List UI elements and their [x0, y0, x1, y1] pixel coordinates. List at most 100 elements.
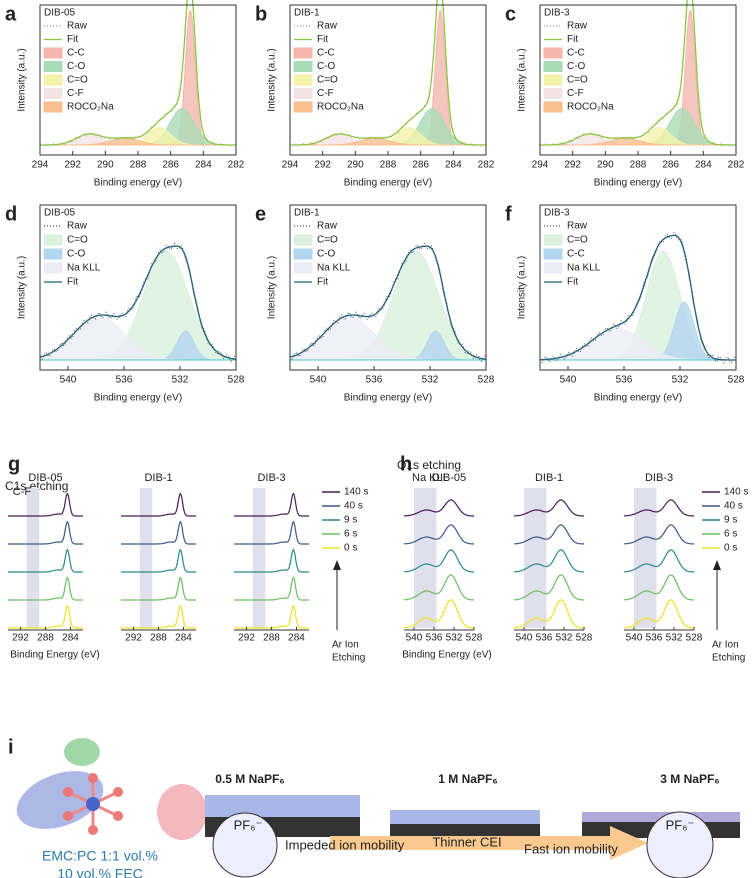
x-tick-label: 294	[532, 160, 549, 171]
x-tick-label: 536	[426, 633, 443, 644]
etching-spectrum	[234, 548, 309, 573]
x-tick-label: 290	[347, 160, 364, 171]
legend-label: C-C	[317, 48, 335, 59]
legend-label: ROCO₂Na	[567, 102, 614, 113]
y-axis-label: Intensity (a.u.)	[517, 48, 528, 111]
x-tick-label: 528	[728, 375, 745, 386]
legend-label: Raw	[567, 221, 588, 232]
x-tick-label: 290	[97, 160, 114, 171]
legend-swatch	[293, 234, 313, 246]
panel-letter: f	[505, 203, 512, 225]
x-tick-label: 540	[60, 375, 77, 386]
legend-label: ROCO₂Na	[67, 102, 114, 113]
x-tick-label: 292	[125, 633, 142, 644]
etching-spectrum	[623, 524, 695, 545]
fit-line	[540, 234, 736, 361]
x-axis-label: Binding energy (eV)	[594, 178, 682, 189]
legend-label: Fit	[567, 277, 578, 288]
panel-letter: i	[8, 736, 14, 758]
x-tick-label: 292	[12, 633, 29, 644]
legend-label: C=O	[67, 235, 88, 246]
sample-label: DIB-05	[28, 472, 62, 484]
panel-title: C1s etching	[5, 479, 68, 493]
etching-spectrum	[8, 604, 83, 629]
legend-swatch	[293, 88, 313, 99]
x-tick-label: 286	[412, 160, 429, 171]
etching-spectrum	[121, 520, 196, 545]
legend-label: 0 s	[344, 543, 357, 554]
legend-swatch	[43, 47, 63, 59]
sample-label: DIB-3	[257, 472, 285, 484]
x-tick-label: 284	[175, 633, 192, 644]
legend-label: Na KLL	[567, 263, 601, 274]
shaded-region	[252, 488, 266, 628]
legend-swatch	[543, 101, 563, 113]
shaded-region	[26, 488, 40, 628]
component-peak	[290, 137, 486, 146]
x-tick-label: 284	[445, 160, 462, 171]
legend-swatch	[543, 234, 563, 246]
etching-spectrum	[8, 548, 83, 573]
plot-frame	[39, 204, 237, 371]
etching-spectrum	[514, 549, 585, 573]
condition-label: 0.5 M NaPF₆	[215, 772, 284, 786]
etching-spectrum	[624, 599, 694, 629]
x-tick-label: 532	[422, 375, 439, 386]
panel-letter: c	[505, 3, 516, 25]
fit-line	[540, 0, 736, 146]
y-axis-label: Intensity (a.u.)	[517, 256, 528, 319]
x-tick-label: 284	[288, 633, 305, 644]
legend-label: C=O	[567, 75, 588, 86]
legend-label: ROCO₂Na	[317, 102, 364, 113]
legend-label: 140 s	[724, 487, 748, 498]
y-axis-label: Intensity (a.u.)	[267, 256, 278, 319]
arrow-label: Ar Ion	[712, 640, 739, 651]
legend-label: 6 s	[344, 529, 357, 540]
legend-label: C=O	[317, 235, 338, 246]
x-tick-label: 288	[130, 160, 147, 171]
arrow-text: Thinner CEI	[432, 834, 501, 849]
legend-label: Raw	[67, 21, 88, 32]
legend-swatch	[43, 262, 63, 274]
sample-label: DIB-05	[432, 472, 466, 484]
legend-swatch	[543, 74, 563, 86]
etching-spectrum	[404, 574, 475, 601]
etching-spectrum	[514, 574, 585, 601]
legend-swatch	[543, 248, 563, 260]
x-tick-label: 288	[37, 633, 54, 644]
condition-label: 1 M NaPF₆	[438, 772, 497, 786]
shaded-region	[634, 488, 657, 628]
y-axis-label: Intensity (a.u.)	[267, 48, 278, 111]
x-tick-label: 284	[195, 160, 212, 171]
legend-label: Fit	[67, 34, 78, 45]
legend-label: Fit	[317, 277, 328, 288]
sample-label: DIB-3	[544, 208, 570, 219]
legend-label: 40 s	[344, 501, 363, 512]
legend-swatch	[43, 74, 63, 86]
zoom-circle	[212, 812, 278, 878]
x-tick-label: 532	[172, 375, 189, 386]
x-tick-label: 540	[626, 633, 643, 644]
component-peak	[540, 137, 736, 146]
panel-letter: d	[5, 203, 17, 225]
panel-letter: b	[255, 3, 267, 25]
caption: Fast ion mobility	[524, 841, 618, 856]
etching-spectrum	[8, 576, 83, 601]
x-tick-label: 528	[576, 633, 593, 644]
etching-spectrum	[234, 492, 309, 517]
legend-label: Raw	[317, 221, 338, 232]
legend-label: C-O	[67, 249, 86, 260]
legend-label: Raw	[567, 21, 588, 32]
electrolyte-text: 10 vol.% FEC	[57, 866, 143, 878]
x-axis-label: Binding Energy (eV)	[10, 650, 100, 661]
fit-line	[290, 0, 486, 146]
panel-letter: e	[255, 203, 266, 225]
legend-swatch	[43, 234, 63, 246]
molecules	[16, 738, 207, 840]
legend-swatch	[293, 101, 313, 113]
fit-line	[39, 245, 237, 360]
legend-swatch	[543, 47, 563, 59]
etching-spectrum	[234, 576, 309, 601]
shaded-region	[414, 488, 437, 628]
x-tick-label: 540	[560, 375, 577, 386]
